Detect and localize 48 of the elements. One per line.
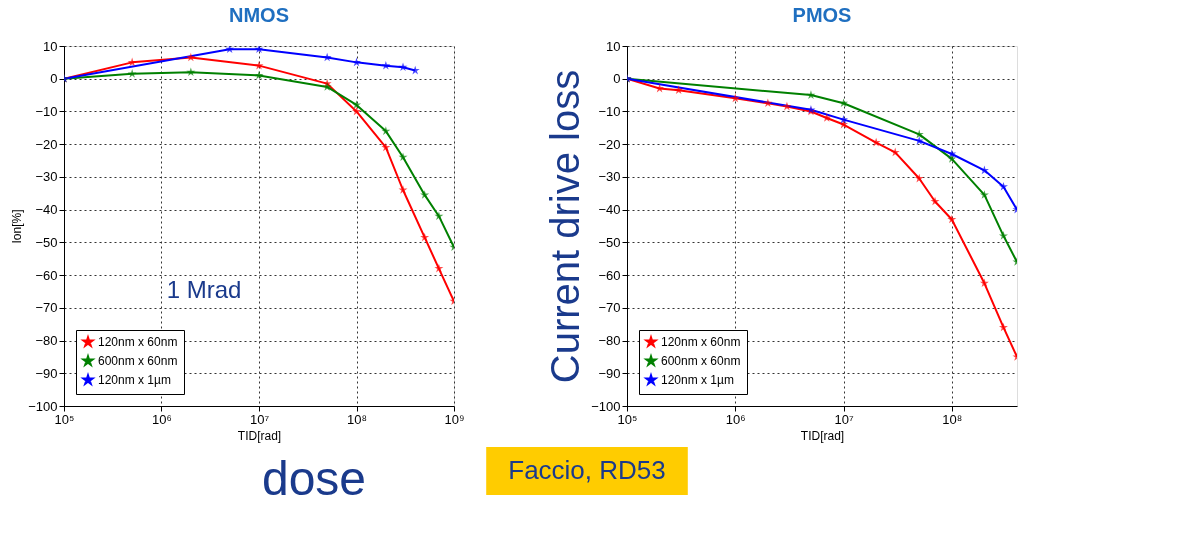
y-tick-label: 10 [43,38,58,54]
x-tick-label: 10⁶ [152,411,172,427]
y-tick-label: −90 [598,365,621,381]
y-tick-label: −100 [28,398,58,414]
y-tick-label: 10 [606,38,621,54]
y-tick-label: −20 [35,136,58,152]
x-tick-label: 10⁵ [617,411,638,427]
y-tick-label: −20 [598,136,621,152]
x-tick-label: 10⁸ [942,411,963,427]
x-tick-label: 10⁷ [834,411,854,427]
y-tick-label: −50 [598,234,621,250]
y-tick-label: −30 [35,169,58,185]
y-tick-label: −50 [35,234,58,250]
x-axis-title: TID[rad] [237,428,282,443]
text: Faccio, RD53 [508,455,666,485]
y-tick-label: −60 [598,267,621,283]
y-tick-label: −100 [591,398,621,414]
y-tick-label: 0 [50,71,58,87]
annotation: 1 Mrad [166,276,242,303]
y-tick-label: −40 [35,202,58,218]
y-tick-label: −10 [598,103,621,119]
x-tick-label: 10⁸ [347,411,367,427]
y-tick-label: −80 [35,333,58,349]
x-axis-title: TID[rad] [800,428,845,443]
legend-label: 120nm x 60nm [98,335,178,349]
chart-title: NMOS [229,4,289,26]
legend-label: 600nm x 60nm [661,354,741,368]
chart-title: PMOS [792,4,852,26]
y-tick-label: −70 [598,300,621,316]
text: dose [261,452,367,505]
legend-label: 600nm x 60nm [98,354,178,368]
y-tick-label: −70 [35,300,58,316]
x-tick-label: 10⁵ [54,411,75,427]
y-tick-label: −90 [35,365,58,381]
y-axis-title: Ion[%] [10,209,25,244]
y-tick-label: −40 [598,202,621,218]
legend-label: 120nm x 1µm [661,373,734,387]
y-tick-label: −80 [598,333,621,349]
y-axis-title: Current drive loss [543,69,588,384]
y-tick-label: −10 [35,103,58,119]
y-tick-label: 0 [613,71,621,87]
x-tick-label: 10⁶ [725,411,746,427]
y-tick-label: −30 [598,169,621,185]
x-tick-label: 10⁹ [444,411,465,427]
legend-label: 120nm x 1µm [98,373,171,387]
legend-label: 120nm x 60nm [661,335,741,349]
y-tick-label: −60 [35,267,58,283]
x-tick-label: 10⁷ [249,411,270,427]
